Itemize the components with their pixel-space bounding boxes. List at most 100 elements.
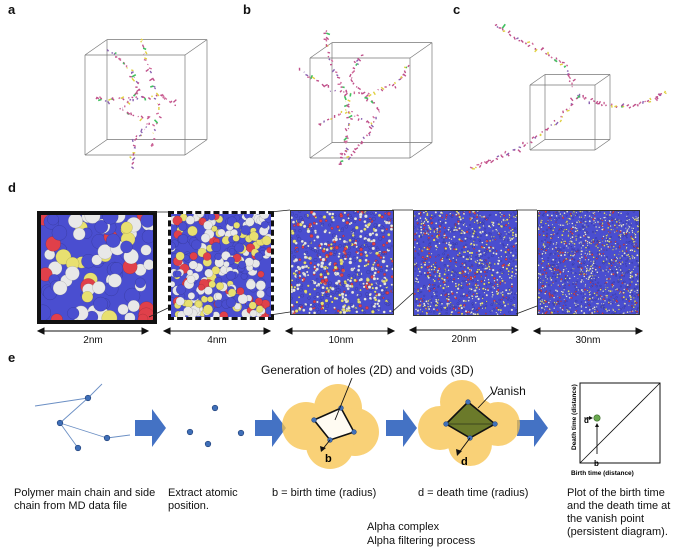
atom xyxy=(464,240,467,242)
atom xyxy=(475,270,479,274)
atom xyxy=(464,275,467,278)
bond xyxy=(541,130,544,133)
atom xyxy=(509,212,512,215)
atom xyxy=(366,222,371,227)
bond xyxy=(345,147,349,151)
atom xyxy=(450,271,454,275)
atom xyxy=(472,231,474,233)
bond xyxy=(405,66,408,69)
atom xyxy=(358,293,362,297)
atom xyxy=(387,266,391,270)
bond xyxy=(566,64,568,67)
atom xyxy=(371,246,376,251)
atom xyxy=(343,290,346,293)
atom xyxy=(456,287,460,291)
bond xyxy=(367,92,370,95)
atom xyxy=(486,289,490,292)
atom xyxy=(426,266,429,269)
cube-edge xyxy=(529,74,546,86)
bond xyxy=(344,149,348,153)
atom xyxy=(490,303,494,306)
atom xyxy=(84,215,101,224)
atom xyxy=(374,233,379,237)
bond xyxy=(504,150,507,154)
bond xyxy=(534,136,537,139)
bond xyxy=(663,90,667,94)
atom xyxy=(505,218,509,221)
atom xyxy=(291,303,294,307)
atom xyxy=(417,252,419,255)
atom xyxy=(490,267,492,270)
bond xyxy=(334,71,338,74)
bond xyxy=(149,78,153,82)
atom xyxy=(295,247,299,252)
atom xyxy=(421,260,424,263)
atom xyxy=(625,227,627,229)
atom xyxy=(414,217,418,221)
atom xyxy=(600,303,603,305)
atom xyxy=(482,289,486,293)
bond xyxy=(339,89,343,93)
atom xyxy=(563,301,566,304)
atom xyxy=(458,254,462,257)
atom xyxy=(421,310,424,313)
atom xyxy=(554,257,557,260)
atom xyxy=(358,274,361,278)
atom xyxy=(433,287,436,290)
bond xyxy=(131,161,135,165)
bond xyxy=(346,136,349,140)
atom xyxy=(493,279,496,282)
atom xyxy=(429,219,432,222)
atom xyxy=(353,217,358,221)
atom xyxy=(420,249,423,253)
atom xyxy=(482,305,486,309)
atom xyxy=(374,228,378,233)
atom xyxy=(478,256,481,259)
atom xyxy=(485,263,489,267)
bond xyxy=(305,73,309,77)
atom xyxy=(474,233,477,236)
bond xyxy=(507,153,510,157)
atom xyxy=(436,240,438,243)
bond xyxy=(350,77,353,79)
bond xyxy=(358,91,361,95)
atom xyxy=(615,296,618,299)
atom xyxy=(438,274,441,278)
atom xyxy=(469,217,472,220)
bond xyxy=(113,52,116,55)
atom xyxy=(595,306,598,308)
atom xyxy=(364,214,368,219)
atom xyxy=(358,304,362,308)
atom xyxy=(596,252,599,255)
atom xyxy=(316,300,319,304)
atom xyxy=(256,289,265,299)
atom xyxy=(546,245,549,248)
atom xyxy=(508,216,511,219)
atom xyxy=(373,308,378,312)
atom xyxy=(492,239,494,241)
atom xyxy=(460,221,462,224)
atom xyxy=(468,256,470,259)
atom xyxy=(437,269,440,272)
atom xyxy=(508,237,511,240)
atom xyxy=(451,280,454,283)
atom xyxy=(612,309,615,312)
atom xyxy=(331,212,335,216)
atom xyxy=(569,306,572,309)
atom xyxy=(598,311,601,314)
atom xyxy=(437,254,440,257)
atom xyxy=(260,220,269,229)
atom xyxy=(606,266,608,268)
atom xyxy=(325,286,329,290)
atom xyxy=(418,299,420,301)
atom xyxy=(315,307,320,312)
atom xyxy=(501,213,503,216)
atom xyxy=(449,301,452,304)
bond xyxy=(328,58,331,61)
atom xyxy=(457,275,460,278)
atom xyxy=(316,252,321,257)
atom xyxy=(445,216,448,219)
atom xyxy=(343,211,347,215)
atom xyxy=(458,215,462,219)
atom xyxy=(456,254,459,257)
